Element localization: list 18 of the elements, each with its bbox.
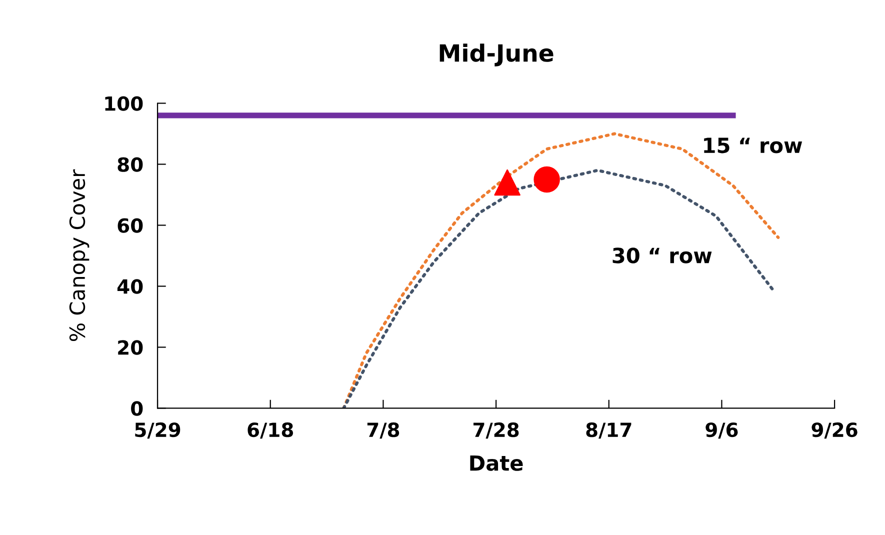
x-tick-label: 6/18 bbox=[248, 422, 294, 439]
series-label: 15 “ row bbox=[704, 138, 802, 154]
y-axis-title: % Canopy Cover bbox=[69, 169, 90, 342]
x-tick-label: 9/6 bbox=[706, 422, 738, 439]
chart-title: Mid-June bbox=[440, 44, 554, 66]
y-tick-label: 60 bbox=[118, 218, 143, 233]
x-tick-label: 7/8 bbox=[367, 422, 400, 439]
x-tick-label: 9/26 bbox=[812, 422, 858, 439]
y-tick-label: 0 bbox=[131, 401, 143, 416]
x-axis-title: Date bbox=[470, 455, 523, 471]
y-tick-label: 20 bbox=[118, 340, 143, 355]
y-tick-label: 40 bbox=[117, 279, 143, 294]
x-tick-label: 5/29 bbox=[135, 422, 180, 439]
series-label: 30 “ row bbox=[612, 248, 712, 264]
y-tick-label: 80 bbox=[118, 157, 143, 172]
x-tick-label: 7/28 bbox=[474, 422, 519, 439]
y-tick-label: 100 bbox=[105, 96, 143, 111]
x-tick-label: 8/17 bbox=[586, 422, 632, 439]
